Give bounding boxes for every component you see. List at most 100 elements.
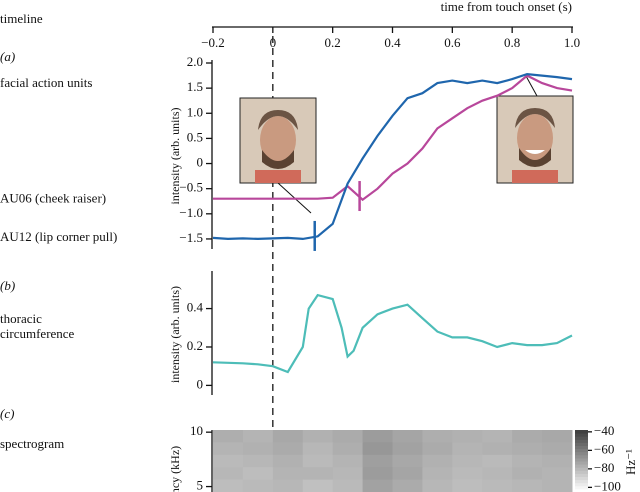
colorbar-step xyxy=(575,473,588,477)
heatmap-cell xyxy=(332,454,364,468)
series-line xyxy=(212,293,573,374)
heatmap-cell xyxy=(392,467,423,481)
colorbar-tick-label: −100 xyxy=(594,478,621,492)
y-tick-label: 0 xyxy=(197,376,204,391)
series-label: AU06 (cheek raiser) xyxy=(0,191,106,206)
heatmap-cell xyxy=(213,467,244,481)
heatmap-cell xyxy=(452,430,483,443)
colorbar-step xyxy=(575,454,588,459)
heatmap-cell xyxy=(512,467,543,481)
heatmap-cell xyxy=(213,442,244,456)
heatmap-cell xyxy=(362,454,393,468)
colorbar-step xyxy=(575,448,588,453)
heatmap-cell xyxy=(542,430,573,443)
heatmap-cell xyxy=(482,454,513,468)
heatmap-cell xyxy=(452,479,483,492)
heatmap-cell xyxy=(332,430,364,443)
heatmap-cell xyxy=(302,467,334,481)
heatmap-cell xyxy=(542,479,573,492)
heatmap-cell xyxy=(452,442,483,456)
heatmap-cell xyxy=(332,467,364,481)
heatmap-cell xyxy=(362,479,393,492)
heatmap-cell xyxy=(542,454,573,468)
panel-label: (b) xyxy=(0,278,15,293)
row-label: spectrogram xyxy=(0,436,64,451)
heatmap-cell xyxy=(422,430,453,443)
colorbar-step xyxy=(575,457,588,462)
heatmap-cell xyxy=(482,442,513,456)
y-tick-label: −0.5 xyxy=(179,180,203,195)
colorbar-tick-label: −40 xyxy=(594,423,614,438)
colorbar-step xyxy=(575,445,588,450)
row-label: timeline xyxy=(0,11,43,26)
heatmap-cell xyxy=(482,467,513,481)
series-line xyxy=(213,74,573,202)
x-tick-label: 0 xyxy=(270,35,277,50)
heatmap-cell xyxy=(422,479,453,492)
heatmap-cell xyxy=(512,430,543,443)
heatmap-cell xyxy=(452,454,483,468)
colorbar-label: Hz⁻¹ xyxy=(623,449,638,475)
heatmap-cell xyxy=(542,442,573,456)
colorbar-step xyxy=(575,451,588,456)
heatmap-cell xyxy=(302,454,334,468)
y-tick-label: 5 xyxy=(197,478,204,492)
heatmap-cell xyxy=(392,479,423,492)
colorbar-tick-label: −80 xyxy=(594,460,614,475)
row-label: circumference xyxy=(0,326,75,341)
y-axis-label: intensity (arb. units) xyxy=(168,108,182,205)
heatmap-cell xyxy=(362,430,393,443)
panel-label: (c) xyxy=(0,406,14,421)
photo-neutral xyxy=(239,97,317,214)
y-axis-label: ncy (kHz) xyxy=(168,446,182,492)
heatmap-cell xyxy=(332,479,364,492)
colorbar-step xyxy=(575,467,588,471)
heatmap-cell xyxy=(392,454,423,468)
heatmap-cell xyxy=(422,454,453,468)
heatmap-cell xyxy=(242,442,274,456)
series-label: AU12 (lip corner pull) xyxy=(0,229,117,244)
colorbar-step xyxy=(575,442,588,446)
panel-label: (a) xyxy=(0,49,15,64)
y-tick-label: 0 xyxy=(197,155,204,170)
x-tick-label: −0.2 xyxy=(201,35,225,50)
colorbar-step xyxy=(575,436,588,440)
heatmap-cell xyxy=(272,479,304,492)
heatmap-cell xyxy=(242,467,274,481)
y-tick-label: 0.4 xyxy=(187,300,204,315)
colorbar-step xyxy=(575,482,588,487)
series-line xyxy=(212,72,573,241)
heatmap-cell xyxy=(242,479,274,492)
y-tick-label: −1.5 xyxy=(179,230,203,245)
x-tick-label: 1.0 xyxy=(564,35,580,50)
heatmap-cell xyxy=(422,467,453,481)
heatmap-cell xyxy=(213,454,244,468)
heatmap-cell xyxy=(272,467,304,481)
colorbar-step xyxy=(575,439,588,443)
colorbar-step xyxy=(575,476,588,481)
colorbar-step xyxy=(575,488,588,492)
heatmap-cell xyxy=(302,442,334,456)
heatmap-cell xyxy=(302,479,334,492)
colorbar-step xyxy=(575,464,588,468)
y-tick-label: 10 xyxy=(190,423,203,438)
colorbar-step xyxy=(575,433,588,437)
heatmap-cell xyxy=(482,430,513,443)
heatmap-cell xyxy=(272,430,304,443)
x-tick-label: 0.6 xyxy=(444,35,461,50)
heatmap-cell xyxy=(452,467,483,481)
x-tick-label: 0.4 xyxy=(384,35,401,50)
heatmap-cell xyxy=(213,479,244,492)
heatmap-cell xyxy=(542,467,573,481)
heatmap-cell xyxy=(512,442,543,456)
photo-smile xyxy=(496,75,574,184)
x-tick-label: 0.2 xyxy=(325,35,341,50)
colorbar-step xyxy=(575,470,588,474)
colorbar-step xyxy=(575,479,588,484)
y-axis-label: intensity (arb. units) xyxy=(168,286,182,383)
heatmap-cell xyxy=(213,430,244,443)
y-tick-label: 0.2 xyxy=(187,338,203,353)
row-label: thoracic xyxy=(0,311,42,326)
heatmap-cell xyxy=(512,454,543,468)
